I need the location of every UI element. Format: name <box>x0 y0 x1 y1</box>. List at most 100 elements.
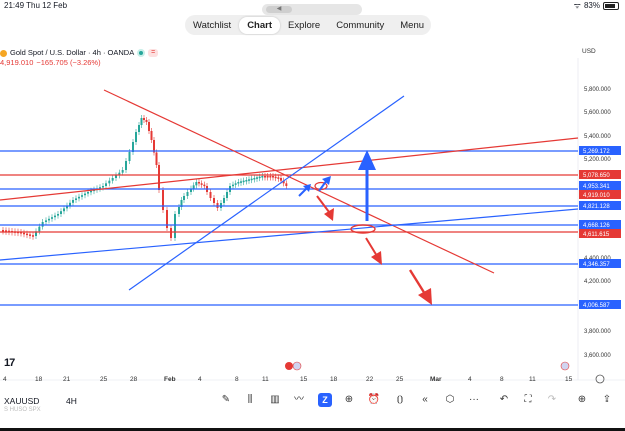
ticker-symbol[interactable]: XAUUSD <box>4 396 40 406</box>
candle-body <box>153 140 155 153</box>
collapse-icon[interactable]: ◀ <box>266 6 292 13</box>
brush-icon[interactable]: ✎ <box>221 394 231 405</box>
candle-body <box>178 207 180 214</box>
arrow-up-head <box>303 184 311 192</box>
event-markers <box>285 361 570 371</box>
candle-body <box>274 176 277 179</box>
candle-body <box>166 210 168 228</box>
candle-body <box>26 233 28 236</box>
time-tick: 4 <box>468 376 472 383</box>
candle-body <box>75 198 77 200</box>
tab-explore[interactable]: Explore <box>288 19 321 31</box>
price-chart[interactable]: 5,800.000 5,600.000 5,400.000 5,200.000 … <box>0 58 625 388</box>
price-tag-bg <box>579 300 621 309</box>
layers-icon[interactable]: ⬡ <box>445 394 455 405</box>
arrow-down[interactable] <box>408 269 427 295</box>
circle-annotation[interactable] <box>350 224 376 234</box>
redo-icon[interactable]: ↷ <box>547 394 557 405</box>
price-tick: 3,600.000 <box>584 353 611 359</box>
candle-body <box>155 152 158 165</box>
status-date: Thu 12 Feb <box>26 1 68 10</box>
symbol-title[interactable]: Gold Spot / U.S. Dollar · 4h · OANDA <box>10 48 135 57</box>
event-icon[interactable] <box>285 362 293 370</box>
flag-icon[interactable]: = <box>148 49 159 57</box>
candle-body <box>223 198 225 203</box>
bar-replay-icon[interactable]: ▥ <box>270 394 280 405</box>
more-icon[interactable]: ··· <box>469 394 479 405</box>
tab-watchlist[interactable]: Watchlist <box>193 19 232 31</box>
candle-body <box>140 118 143 125</box>
add-icon[interactable]: ⊕ <box>344 394 354 405</box>
z-icon[interactable]: Z <box>318 393 332 407</box>
alarm-icon[interactable]: ⏰ <box>367 394 381 405</box>
candle-body <box>23 232 25 235</box>
candle-body <box>145 120 148 122</box>
candle-body <box>282 180 285 184</box>
tab-community[interactable]: Community <box>336 19 385 31</box>
tradingview-logo-icon: 17 <box>4 357 15 369</box>
trend-line[interactable] <box>103 89 495 274</box>
candle-body <box>90 190 92 193</box>
candle-body <box>253 178 256 180</box>
tab-chart[interactable]: Chart <box>239 16 280 34</box>
time-tick: 28 <box>130 376 138 383</box>
add-indicator-icon[interactable]: ⊕ <box>577 394 587 405</box>
symbol-header: Gold Spot / U.S. Dollar · 4h · OANDA = 4… <box>0 48 159 68</box>
time-tick: 21 <box>63 376 71 383</box>
candle-body <box>269 176 272 178</box>
bottom-toolbar: XAUUSD S HUSO SPX 4H ✎ ⫼ ▥ 〰 Z ⊕ ⏰ ⦅⦆ « … <box>0 388 625 431</box>
candle-body <box>81 195 83 197</box>
candle-body <box>138 125 140 132</box>
candle-body <box>57 214 59 216</box>
price-tag-bg <box>579 220 621 229</box>
trend-tool-icon[interactable]: 〰 <box>294 394 304 405</box>
candle-body <box>162 190 164 210</box>
currency-label[interactable]: USD <box>582 48 596 55</box>
candle-body <box>280 178 282 181</box>
battery-icon <box>603 2 619 10</box>
fullscreen-icon[interactable]: ⛶ <box>524 394 532 405</box>
trend-line[interactable] <box>0 208 579 261</box>
undo-icon[interactable]: ↶ <box>499 394 509 405</box>
arrow-down-head <box>418 288 432 305</box>
time-tick: 15 <box>300 376 308 383</box>
candle-body <box>48 218 50 221</box>
flag-us-icon[interactable] <box>560 361 570 371</box>
candle-body <box>108 180 111 184</box>
trend-line[interactable] <box>0 137 579 201</box>
candle-body <box>192 185 195 189</box>
status-time-date: 21:49 Thu 12 Feb <box>4 0 67 12</box>
price-tag: 4,953.341 <box>583 184 610 190</box>
ticker-sub: S HUSO SPX <box>4 407 41 413</box>
trend-line[interactable] <box>128 95 405 291</box>
arrow-down[interactable] <box>316 195 330 213</box>
chart-type-icon[interactable]: ⫼ <box>247 394 253 405</box>
candle-body <box>237 182 240 184</box>
candle-body <box>66 205 68 209</box>
candle-body <box>29 234 31 236</box>
annotation-arrows <box>298 150 432 305</box>
rewind-icon[interactable]: « <box>422 394 428 405</box>
candle-body <box>277 177 280 179</box>
candle-body <box>266 176 269 178</box>
share-icon[interactable]: ⇪ <box>602 394 612 405</box>
tab-menu[interactable]: Menu <box>400 19 425 31</box>
candle-body <box>69 202 71 206</box>
time-tick: 18 <box>330 376 338 383</box>
candle-body <box>150 131 153 140</box>
price-tick: 5,200.000 <box>584 157 611 163</box>
settings-icon[interactable] <box>595 374 605 384</box>
timeframe-selector[interactable]: 4H <box>66 396 77 406</box>
multitask-handle[interactable]: ◀ <box>262 4 362 15</box>
time-tick: 25 <box>100 376 108 383</box>
arrow-down[interactable] <box>365 237 378 257</box>
candle-body <box>170 228 172 238</box>
candle-body <box>111 178 114 181</box>
compare-icon[interactable]: ⦅⦆ <box>396 394 404 405</box>
candle-body <box>41 222 44 227</box>
candle-body <box>180 200 183 207</box>
candle-body <box>186 192 189 196</box>
price-tick: 4,200.000 <box>584 279 611 285</box>
flag-us-icon[interactable] <box>292 361 302 371</box>
candle-body <box>87 192 89 194</box>
